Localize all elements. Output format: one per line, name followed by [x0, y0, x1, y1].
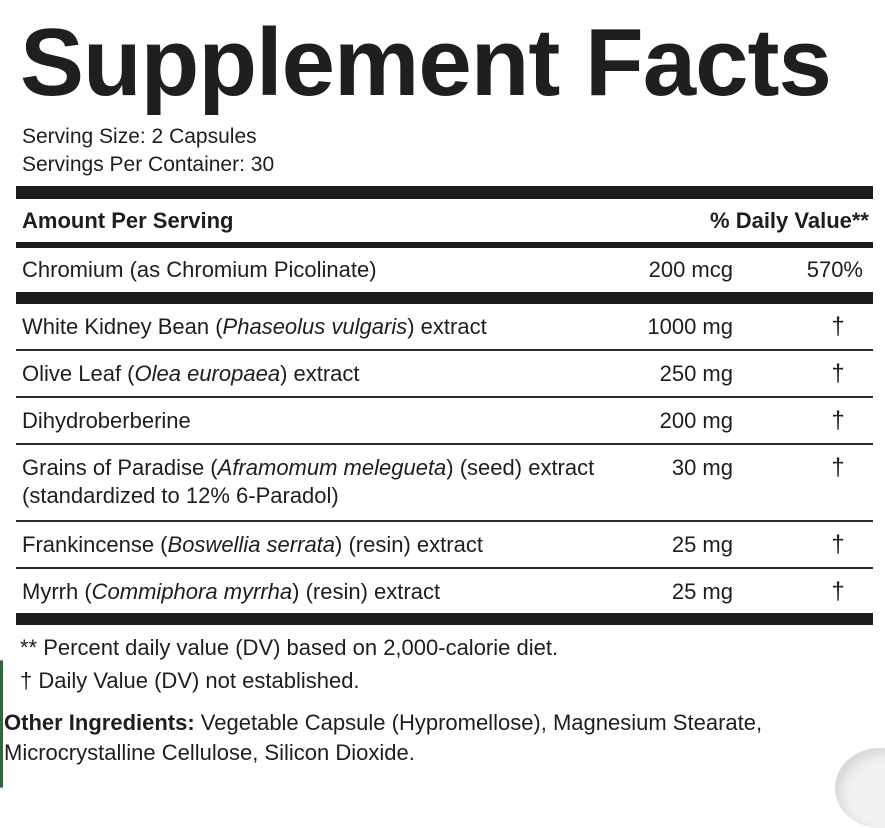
supplement-facts-panel: Supplement Facts Serving Size: 2 Capsule… [0, 9, 885, 828]
label-edge [0, 660, 3, 788]
panel-title: Supplement Facts [20, 9, 832, 116]
footnote-dv-not-established: † Daily Value (DV) not established. [20, 668, 360, 693]
amount-per-serving-header: Amount Per Serving [22, 208, 234, 233]
ingredient-amount: 25 mg [671, 579, 733, 604]
other-ingredients-label: Other Ingredients: [4, 710, 195, 735]
ingredient-dv: † [831, 578, 845, 605]
standardization-note: (standardized to 12% 6-Paradol) [22, 483, 339, 508]
thick-divider-mid [16, 292, 873, 304]
ingredient-name: Grains of Paradise (Aframomum melegueta)… [22, 455, 595, 508]
ingredient-dv: † [831, 313, 845, 340]
ingredient-amount: 200 mg [659, 408, 733, 433]
ingredient-dv: † [831, 454, 845, 481]
botanical-name: Aframomum melegueta [217, 455, 447, 480]
botanical-name: Olea europaea [134, 361, 281, 386]
row-divider [16, 567, 873, 569]
ingredient-amount: 1000 mg [647, 314, 733, 339]
botanical-name: Commiphora myrrha [91, 579, 293, 604]
ingredient-name: Olive Leaf (Olea europaea) extract [22, 361, 360, 386]
nutrient-amount: 200 mcg [648, 257, 733, 282]
header-divider [16, 242, 873, 248]
ingredient-dv: † [831, 360, 845, 387]
row-divider [16, 443, 873, 445]
row-divider [16, 520, 873, 522]
ingredient-name: Myrrh (Commiphora myrrha) (resin) extrac… [22, 579, 441, 604]
daily-value-header: % Daily Value** [710, 208, 869, 233]
ingredient-name: Dihydroberberine [22, 408, 191, 433]
ingredient-amount: 250 mg [659, 361, 733, 386]
thick-divider-bottom [16, 613, 873, 625]
ingredient-dv: † [831, 407, 845, 434]
servings-per-container: Servings Per Container: 30 [22, 153, 275, 176]
other-ingredients: Other Ingredients: Vegetable Capsule (Hy… [4, 708, 864, 768]
nutrient-dv: 570% [806, 257, 863, 282]
ingredient-amount: 30 mg [671, 455, 733, 480]
other-ingredients-text: Vegetable Capsule (Hypromellose), Magnes… [4, 710, 763, 765]
ingredient-amount: 25 mg [671, 532, 733, 557]
botanical-name: Phaseolus vulgaris [222, 314, 408, 339]
nutrient-name: Chromium (as Chromium Picolinate) [22, 257, 377, 282]
botanical-name: Boswellia serrata [167, 532, 336, 557]
row-divider [16, 349, 873, 351]
ingredient-name: Frankincense (Boswellia serrata) (resin)… [22, 532, 483, 557]
thick-divider-top [16, 186, 873, 199]
row-divider [16, 396, 873, 398]
footnote-percent-dv: ** Percent daily value (DV) based on 2,0… [20, 635, 559, 660]
ingredient-dv: † [831, 531, 845, 558]
serving-size: Serving Size: 2 Capsules [22, 125, 257, 148]
ingredient-name: White Kidney Bean (Phaseolus vulgaris) e… [22, 314, 487, 339]
